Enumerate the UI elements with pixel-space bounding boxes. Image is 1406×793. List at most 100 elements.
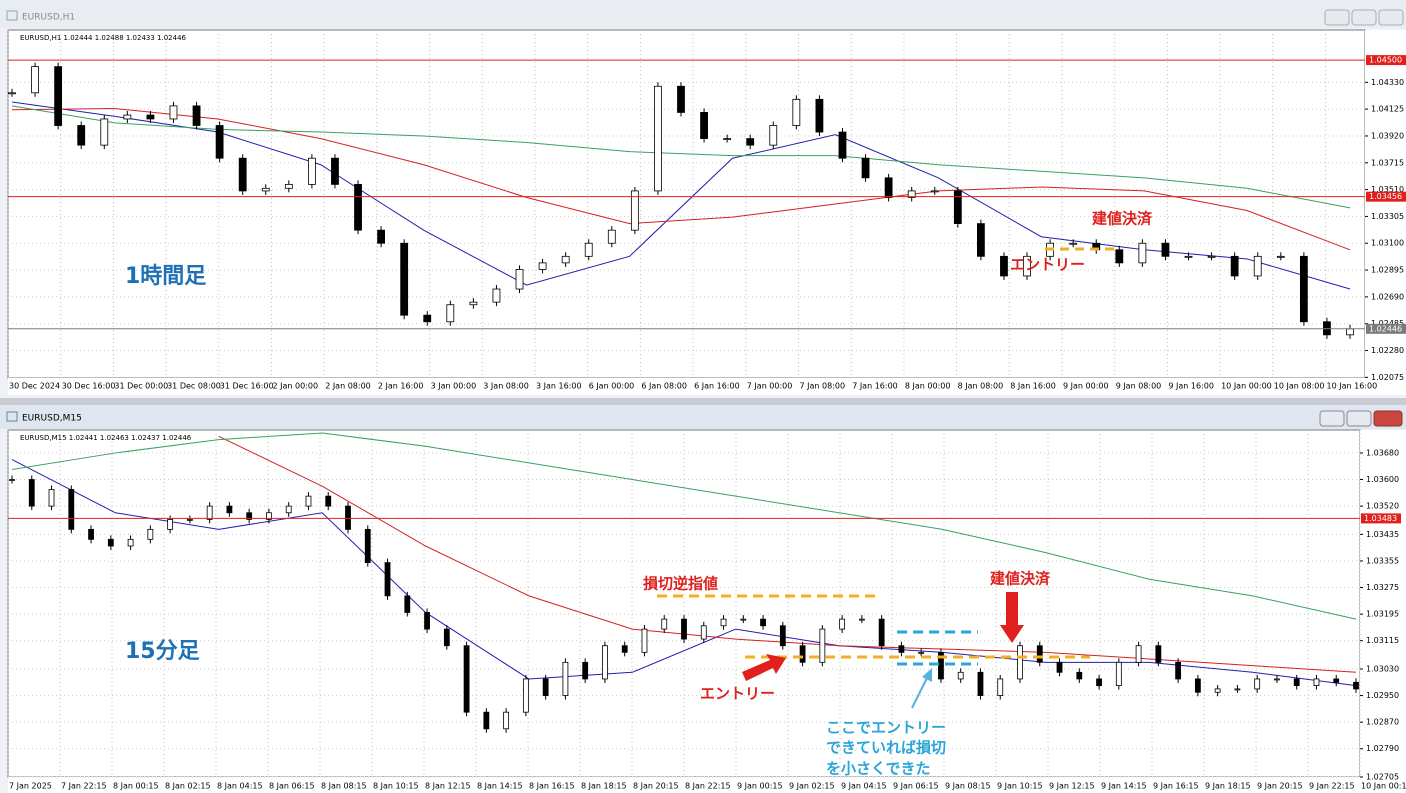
time-label: 3 Jan 08:00 bbox=[483, 382, 529, 391]
note-line: ここでエントリー bbox=[826, 719, 946, 737]
time-label: 30 Dec 2024 bbox=[9, 382, 60, 391]
candle-body bbox=[54, 66, 63, 126]
time-label: 6 Jan 16:00 bbox=[694, 382, 740, 391]
price-box-label: 1.02446 bbox=[1369, 324, 1402, 333]
time-label: 9 Jan 16:00 bbox=[1168, 382, 1214, 391]
candle-body bbox=[266, 512, 272, 520]
price-label: 1.03195 bbox=[1366, 610, 1399, 619]
candle-body bbox=[377, 229, 386, 244]
time-label: 8 Jan 04:15 bbox=[217, 782, 263, 791]
symbol-info: EURUSD,M15 1.02441 1.02463 1.02437 1.024… bbox=[20, 434, 192, 442]
candle-body bbox=[1253, 255, 1262, 277]
time-label: 30 Dec 16:00 bbox=[62, 382, 116, 391]
candle-body bbox=[1194, 678, 1201, 693]
close-button[interactable] bbox=[1378, 9, 1404, 26]
candle-body bbox=[938, 651, 944, 680]
candle-body bbox=[423, 314, 432, 323]
note-line: できていれば損切 bbox=[826, 739, 946, 757]
price-box bbox=[1366, 191, 1406, 202]
candle-body bbox=[206, 505, 213, 520]
minimize-button[interactable] bbox=[1319, 410, 1345, 427]
candle-body bbox=[1138, 242, 1147, 264]
candle-body bbox=[700, 112, 708, 139]
price-label: 1.03510 bbox=[1371, 185, 1404, 194]
candle-body bbox=[1115, 249, 1124, 264]
price-box bbox=[1366, 55, 1406, 66]
candle-body bbox=[1076, 671, 1083, 680]
time-axis bbox=[8, 777, 1406, 793]
price-label: 1.03030 bbox=[1366, 664, 1399, 673]
candle-body bbox=[345, 505, 351, 530]
candle-body bbox=[542, 678, 549, 696]
candle-body bbox=[898, 645, 905, 653]
candle-body bbox=[1056, 661, 1063, 673]
candle-body bbox=[186, 519, 193, 521]
maximize-button[interactable] bbox=[1346, 410, 1372, 427]
candle-body bbox=[779, 625, 786, 647]
candle-body bbox=[364, 528, 371, 564]
price-box-label: 1.03483 bbox=[1364, 514, 1397, 523]
time-label: 8 Jan 08:00 bbox=[958, 382, 1004, 391]
candle-body bbox=[226, 505, 233, 514]
time-label: 9 Jan 12:15 bbox=[1049, 782, 1095, 791]
candle-body bbox=[147, 528, 154, 540]
candle-body bbox=[1155, 645, 1162, 663]
price-label: 1.03520 bbox=[1366, 502, 1399, 511]
minimize-button[interactable] bbox=[1324, 9, 1350, 26]
price-label: 1.02075 bbox=[1371, 373, 1404, 382]
candle-body bbox=[192, 105, 201, 126]
candle-body bbox=[792, 98, 801, 126]
time-label: 10 Jan 00:15 bbox=[1361, 782, 1406, 791]
close-button[interactable] bbox=[1373, 410, 1403, 427]
price-label: 1.03305 bbox=[1371, 212, 1404, 221]
price-label: 1.02705 bbox=[1366, 773, 1399, 782]
candle-body bbox=[1214, 688, 1221, 693]
title-bar bbox=[0, 405, 1406, 429]
candle-body bbox=[100, 118, 109, 146]
candle-body bbox=[561, 255, 570, 264]
candle-body bbox=[515, 269, 524, 290]
candle-body bbox=[384, 562, 391, 597]
candle-body bbox=[1207, 255, 1216, 258]
time-label: 9 Jan 22:15 bbox=[1309, 782, 1355, 791]
time-label: 7 Jan 00:00 bbox=[747, 382, 793, 391]
time-label: 2 Jan 08:00 bbox=[325, 382, 371, 391]
candle-body bbox=[1234, 688, 1241, 691]
time-label: 3 Jan 00:00 bbox=[431, 382, 477, 391]
time-label: 6 Jan 00:00 bbox=[589, 382, 635, 391]
candle-body bbox=[503, 711, 510, 730]
candle-body bbox=[1175, 661, 1182, 680]
candle-body bbox=[238, 157, 247, 192]
candle-body bbox=[681, 618, 687, 640]
candle-body bbox=[1184, 255, 1193, 258]
candle-body bbox=[700, 625, 707, 640]
time-label: 9 Jan 18:15 bbox=[1205, 782, 1251, 791]
candle-body bbox=[976, 223, 985, 257]
window-icon bbox=[6, 411, 18, 422]
candle-body bbox=[88, 528, 94, 540]
candle-body bbox=[9, 479, 15, 481]
candle-body bbox=[305, 495, 312, 507]
candle-body bbox=[123, 114, 132, 120]
time-label: 7 Jan 16:00 bbox=[852, 382, 898, 391]
moving-average bbox=[218, 435, 1357, 673]
candle-body bbox=[654, 85, 662, 192]
candle-body bbox=[953, 190, 962, 225]
moving-average bbox=[11, 101, 1351, 290]
candle-body bbox=[28, 479, 35, 507]
price-label: 1.03275 bbox=[1366, 583, 1399, 592]
candle-body bbox=[858, 618, 865, 621]
maximize-button[interactable] bbox=[1351, 9, 1377, 26]
price-label: 1.03920 bbox=[1371, 131, 1404, 140]
breakeven-label: 建値決済 bbox=[990, 570, 1051, 588]
candle-body bbox=[621, 645, 628, 653]
candle-body bbox=[582, 661, 589, 680]
candle-body bbox=[469, 301, 478, 306]
candle-body bbox=[1353, 681, 1359, 690]
candle-body bbox=[839, 618, 846, 630]
time-label: 7 Jan 2025 bbox=[9, 782, 52, 791]
price-label: 1.02950 bbox=[1366, 691, 1399, 700]
price-label: 1.02895 bbox=[1371, 266, 1404, 275]
